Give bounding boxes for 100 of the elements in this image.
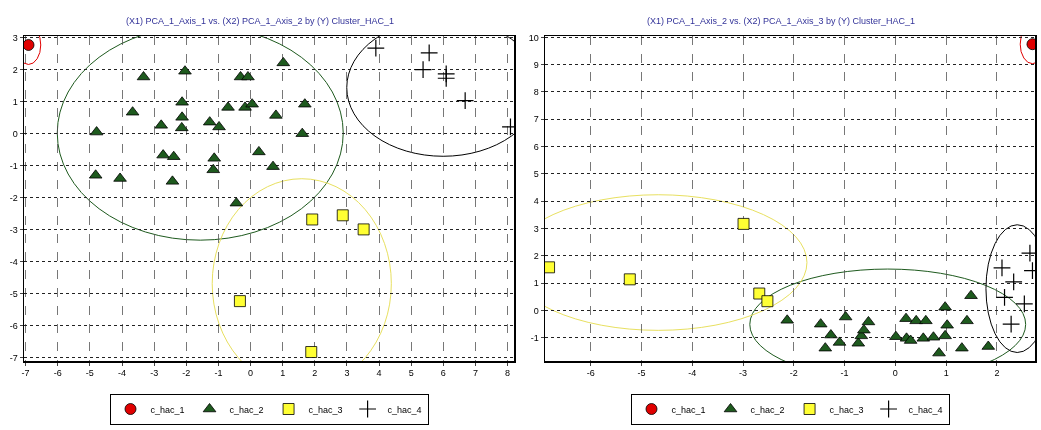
x-tick-label: 8 — [505, 368, 511, 379]
legend-label: c_hac_4 — [387, 404, 422, 415]
point — [306, 213, 319, 226]
x-tick-label: -2 — [789, 368, 798, 379]
point — [414, 60, 433, 79]
x-tick-label: -4 — [117, 368, 127, 379]
y-tick-label: -7 — [9, 352, 18, 363]
point — [992, 258, 1011, 277]
y-tick-label: -2 — [9, 192, 18, 203]
point — [336, 209, 349, 222]
y-tick-label: 1 — [533, 278, 539, 289]
point — [156, 149, 170, 159]
y-tick-label: 9 — [533, 59, 539, 70]
y-tick-label: -1 — [530, 332, 539, 343]
x-tick-label: 1 — [943, 368, 949, 379]
legend-label: c_hac_4 — [908, 404, 943, 415]
y-tick-label: 3 — [533, 223, 539, 234]
point — [241, 71, 255, 81]
point — [366, 39, 385, 58]
y-tick-label: 1 — [12, 96, 18, 107]
x-tick-label: 6 — [440, 368, 446, 379]
y-tick-label: 8 — [533, 87, 539, 98]
point — [940, 319, 954, 329]
point — [154, 119, 168, 129]
y-tick-label: -6 — [9, 320, 18, 331]
point — [305, 346, 318, 358]
legend-label: c_hac_1 — [150, 404, 185, 415]
y-tick-label: 7 — [533, 114, 539, 125]
legend-label: c_hac_3 — [308, 404, 343, 415]
point — [824, 329, 838, 339]
point — [113, 172, 127, 182]
point — [857, 324, 871, 334]
point — [178, 65, 192, 75]
x-tick-label: -7 — [21, 368, 30, 379]
point — [780, 314, 794, 324]
chart-title: (X1) PCA_1_Axis_1 vs. (X2) PCA_1_Axis_2 by (Y) Cluster_HAC_1 — [125, 15, 395, 26]
y-tick-label: 3 — [12, 32, 18, 43]
y-tick-label: 2 — [533, 251, 539, 261]
point — [919, 314, 933, 324]
point — [252, 146, 266, 156]
chart-title: (X1) PCA_1_Axis_2 vs. (X2) PCA_1_Axis_3 by (Y) Cluster_HAC_1 — [646, 15, 916, 26]
point — [899, 312, 913, 322]
legend-label: c_hac_2 — [229, 404, 264, 415]
point — [932, 347, 946, 357]
point — [1015, 294, 1034, 313]
x-tick-label: 3 — [344, 368, 350, 379]
x-tick-label: -5 — [85, 368, 94, 379]
point — [212, 121, 226, 131]
point — [175, 111, 189, 121]
point — [234, 295, 246, 308]
x-tick-label: 2 — [994, 368, 1000, 379]
point — [955, 342, 969, 352]
y-tick-label: -3 — [9, 224, 18, 235]
x-tick-label: 0 — [248, 368, 254, 379]
point — [437, 69, 456, 88]
legend-label: c_hac_1 — [671, 404, 706, 415]
x-tick-label: -3 — [150, 368, 159, 379]
x-tick-label: -6 — [53, 368, 62, 379]
point — [266, 160, 280, 170]
y-tick-label: 5 — [533, 169, 539, 180]
point — [269, 109, 283, 119]
point — [420, 43, 439, 62]
x-tick-label: 0 — [892, 368, 898, 379]
point — [737, 218, 750, 230]
x-tick-label: 4 — [376, 368, 382, 379]
point — [889, 330, 903, 340]
x-tick-label: -2 — [182, 368, 191, 379]
point — [1002, 315, 1021, 334]
x-tick-label: -5 — [637, 368, 646, 379]
x-tick-label: -3 — [739, 368, 748, 379]
x-tick-label: 2 — [312, 368, 318, 379]
point — [761, 295, 774, 308]
point — [960, 314, 974, 324]
y-tick-label: 2 — [12, 64, 18, 75]
point — [1004, 272, 1023, 291]
point — [245, 98, 259, 108]
point — [623, 273, 636, 286]
x-tick-label: -1 — [214, 368, 223, 379]
point — [995, 288, 1014, 307]
point — [207, 152, 221, 162]
point — [456, 91, 475, 110]
point — [175, 96, 189, 106]
x-tick-label: 5 — [408, 368, 414, 379]
point — [298, 98, 312, 108]
point — [964, 289, 978, 299]
y-tick-label: -1 — [9, 160, 18, 171]
y-tick-label: 0 — [533, 305, 539, 316]
point — [221, 101, 235, 111]
x-tick-label: 1 — [280, 368, 286, 379]
legend-label: c_hac_2 — [750, 404, 785, 415]
x-tick-label: -1 — [840, 368, 849, 379]
point — [206, 163, 220, 173]
y-tick-label: 0 — [12, 128, 18, 139]
point — [357, 223, 370, 236]
y-tick-label: 6 — [533, 141, 539, 152]
y-tick-label: 4 — [533, 196, 539, 207]
x-tick-label: 7 — [472, 368, 478, 379]
point — [938, 301, 952, 311]
legend-label: c_hac_3 — [829, 404, 864, 415]
x-tick-label: -6 — [586, 368, 595, 379]
